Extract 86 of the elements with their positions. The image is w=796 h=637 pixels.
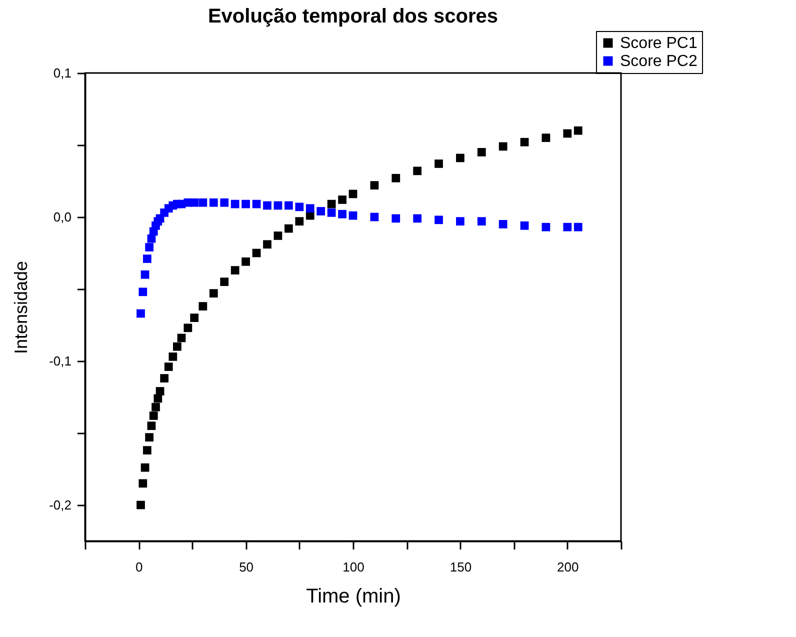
y-tick-label: -0,1 xyxy=(49,354,72,368)
point xyxy=(348,190,358,198)
point xyxy=(456,154,464,162)
point xyxy=(230,266,240,274)
point xyxy=(327,208,336,217)
point xyxy=(168,352,178,361)
point xyxy=(434,160,443,168)
point xyxy=(209,198,218,207)
point xyxy=(177,334,186,342)
y-tick-label: 0,1 xyxy=(53,66,72,80)
point xyxy=(542,134,550,142)
point xyxy=(242,257,250,266)
point xyxy=(338,210,346,218)
point xyxy=(348,211,358,220)
point xyxy=(306,204,314,213)
point xyxy=(190,198,199,207)
point xyxy=(563,129,572,138)
y-tick-label: -0,2 xyxy=(49,498,72,512)
point xyxy=(574,126,582,135)
x-tick-label: 200 xyxy=(557,560,579,574)
point xyxy=(477,217,486,226)
point xyxy=(263,201,272,210)
x-tick-label: 50 xyxy=(239,560,254,574)
point xyxy=(198,302,208,310)
point xyxy=(327,200,336,208)
x-tick-label: 0 xyxy=(135,560,143,574)
point xyxy=(152,402,160,412)
point xyxy=(149,412,158,420)
point xyxy=(230,200,240,208)
point xyxy=(574,222,582,232)
point xyxy=(477,148,486,156)
point xyxy=(370,212,379,222)
x-tick-label: 150 xyxy=(450,560,472,574)
point xyxy=(563,222,572,232)
point xyxy=(156,387,164,396)
point xyxy=(295,217,304,226)
point xyxy=(184,324,192,332)
point xyxy=(295,202,304,212)
point xyxy=(142,446,152,454)
x-tick-label: 100 xyxy=(342,560,364,574)
point xyxy=(274,232,282,240)
point xyxy=(370,181,379,190)
point xyxy=(198,198,208,207)
legend-label: Score PC1 xyxy=(620,35,698,52)
point xyxy=(456,217,464,226)
point xyxy=(413,166,422,176)
point xyxy=(520,138,529,146)
point xyxy=(138,479,148,488)
point xyxy=(142,254,152,263)
point xyxy=(160,374,169,382)
point xyxy=(274,201,282,210)
point xyxy=(392,214,400,223)
point xyxy=(136,500,145,510)
point xyxy=(242,200,250,208)
x-axis-title: Time (min) xyxy=(306,586,401,608)
point xyxy=(252,200,261,208)
point xyxy=(138,288,148,296)
point xyxy=(220,198,229,207)
y-axis-title: Intensidade xyxy=(11,260,32,354)
point xyxy=(140,463,150,472)
point xyxy=(209,289,218,298)
point xyxy=(542,222,550,232)
point xyxy=(190,314,199,322)
point xyxy=(145,433,154,442)
point xyxy=(338,196,346,204)
point xyxy=(145,243,154,252)
point xyxy=(284,224,293,233)
point xyxy=(220,278,229,286)
point xyxy=(498,220,508,228)
point xyxy=(520,221,529,230)
point xyxy=(263,240,272,249)
point xyxy=(392,174,400,182)
point xyxy=(136,309,145,318)
y-tick-label: 0,0 xyxy=(53,210,72,224)
point xyxy=(140,270,150,279)
point xyxy=(413,214,422,223)
point xyxy=(164,362,173,371)
chart-title: Evolução temporal dos scores xyxy=(208,6,498,28)
legend-label: Score PC2 xyxy=(620,53,698,70)
point xyxy=(147,422,156,430)
point xyxy=(252,248,261,258)
point xyxy=(498,142,508,151)
point xyxy=(316,207,326,216)
point xyxy=(434,216,443,224)
point xyxy=(284,201,293,210)
point xyxy=(173,342,182,351)
